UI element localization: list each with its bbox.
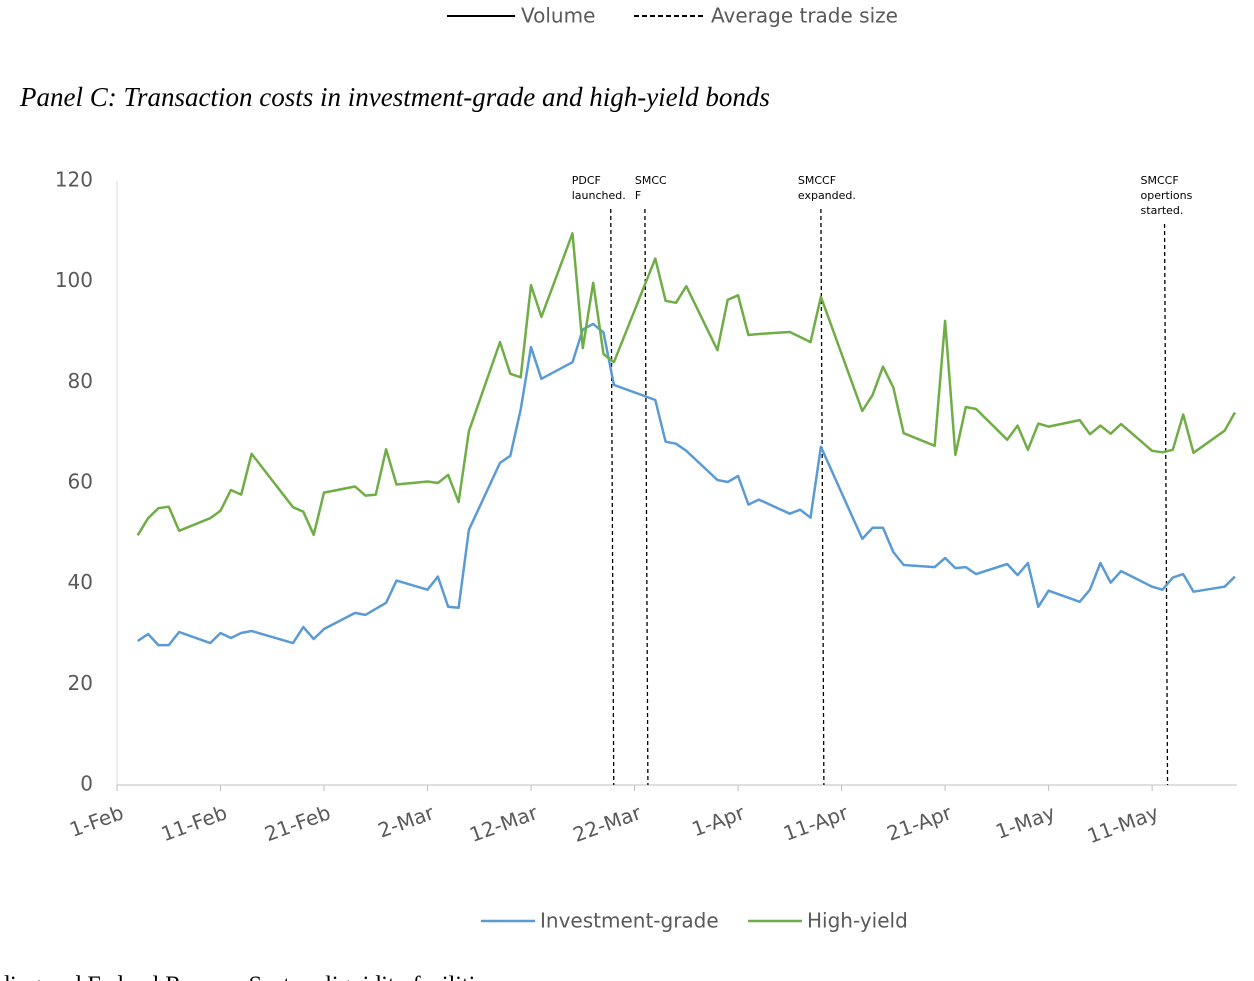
y-tick-label: 40 <box>68 570 93 594</box>
y-tick-label: 20 <box>68 671 93 695</box>
x-tick-label: 1-Feb <box>66 800 126 841</box>
event-label: SMCC <box>635 174 667 187</box>
event-line <box>1163 223 1169 786</box>
y-tick-label: 100 <box>55 268 93 292</box>
x-tick-label: 2-Mar <box>375 800 438 843</box>
event-line <box>610 208 615 786</box>
x-tick-label: 1-Apr <box>689 800 749 841</box>
event-label: expanded. <box>798 189 856 202</box>
y-tick-label: 80 <box>68 369 93 393</box>
event-label: opertions <box>1141 189 1193 202</box>
x-tick-label: 21-Apr <box>884 800 956 846</box>
series-line <box>137 322 1236 647</box>
x-tick-label: 11-Feb <box>158 800 230 846</box>
x-tick-label: 12-Mar <box>466 800 541 847</box>
panel-title: Panel C: Transaction costs in investment… <box>19 82 770 112</box>
x-tick-label: 11-May <box>1084 800 1162 848</box>
x-tick-label: 11-Apr <box>780 800 852 846</box>
y-tick-label: 60 <box>68 470 93 494</box>
series-line <box>136 232 1236 537</box>
legend-label: Investment-grade <box>540 909 719 933</box>
event-label: launched. <box>572 189 626 202</box>
legend-label: Volume <box>521 4 595 28</box>
legend-label: Average trade size <box>711 4 898 28</box>
event-line <box>820 208 825 786</box>
event-label: started. <box>1141 204 1184 217</box>
event-line <box>644 208 649 786</box>
x-tick-label: 22-Mar <box>570 800 645 847</box>
footer-text: ding and Federal Reserve System liquidit… <box>0 973 495 981</box>
y-tick-label: 0 <box>80 772 93 796</box>
x-tick-label: 1-May <box>992 800 1058 844</box>
y-tick-label: 120 <box>55 168 93 192</box>
legend-label: High-yield <box>807 909 908 933</box>
event-label: PDCF <box>572 174 601 187</box>
event-label: F <box>635 189 641 202</box>
event-label: SMCCF <box>798 174 836 187</box>
x-tick-label: 21-Feb <box>261 800 333 846</box>
event-label: SMCCF <box>1141 174 1179 187</box>
